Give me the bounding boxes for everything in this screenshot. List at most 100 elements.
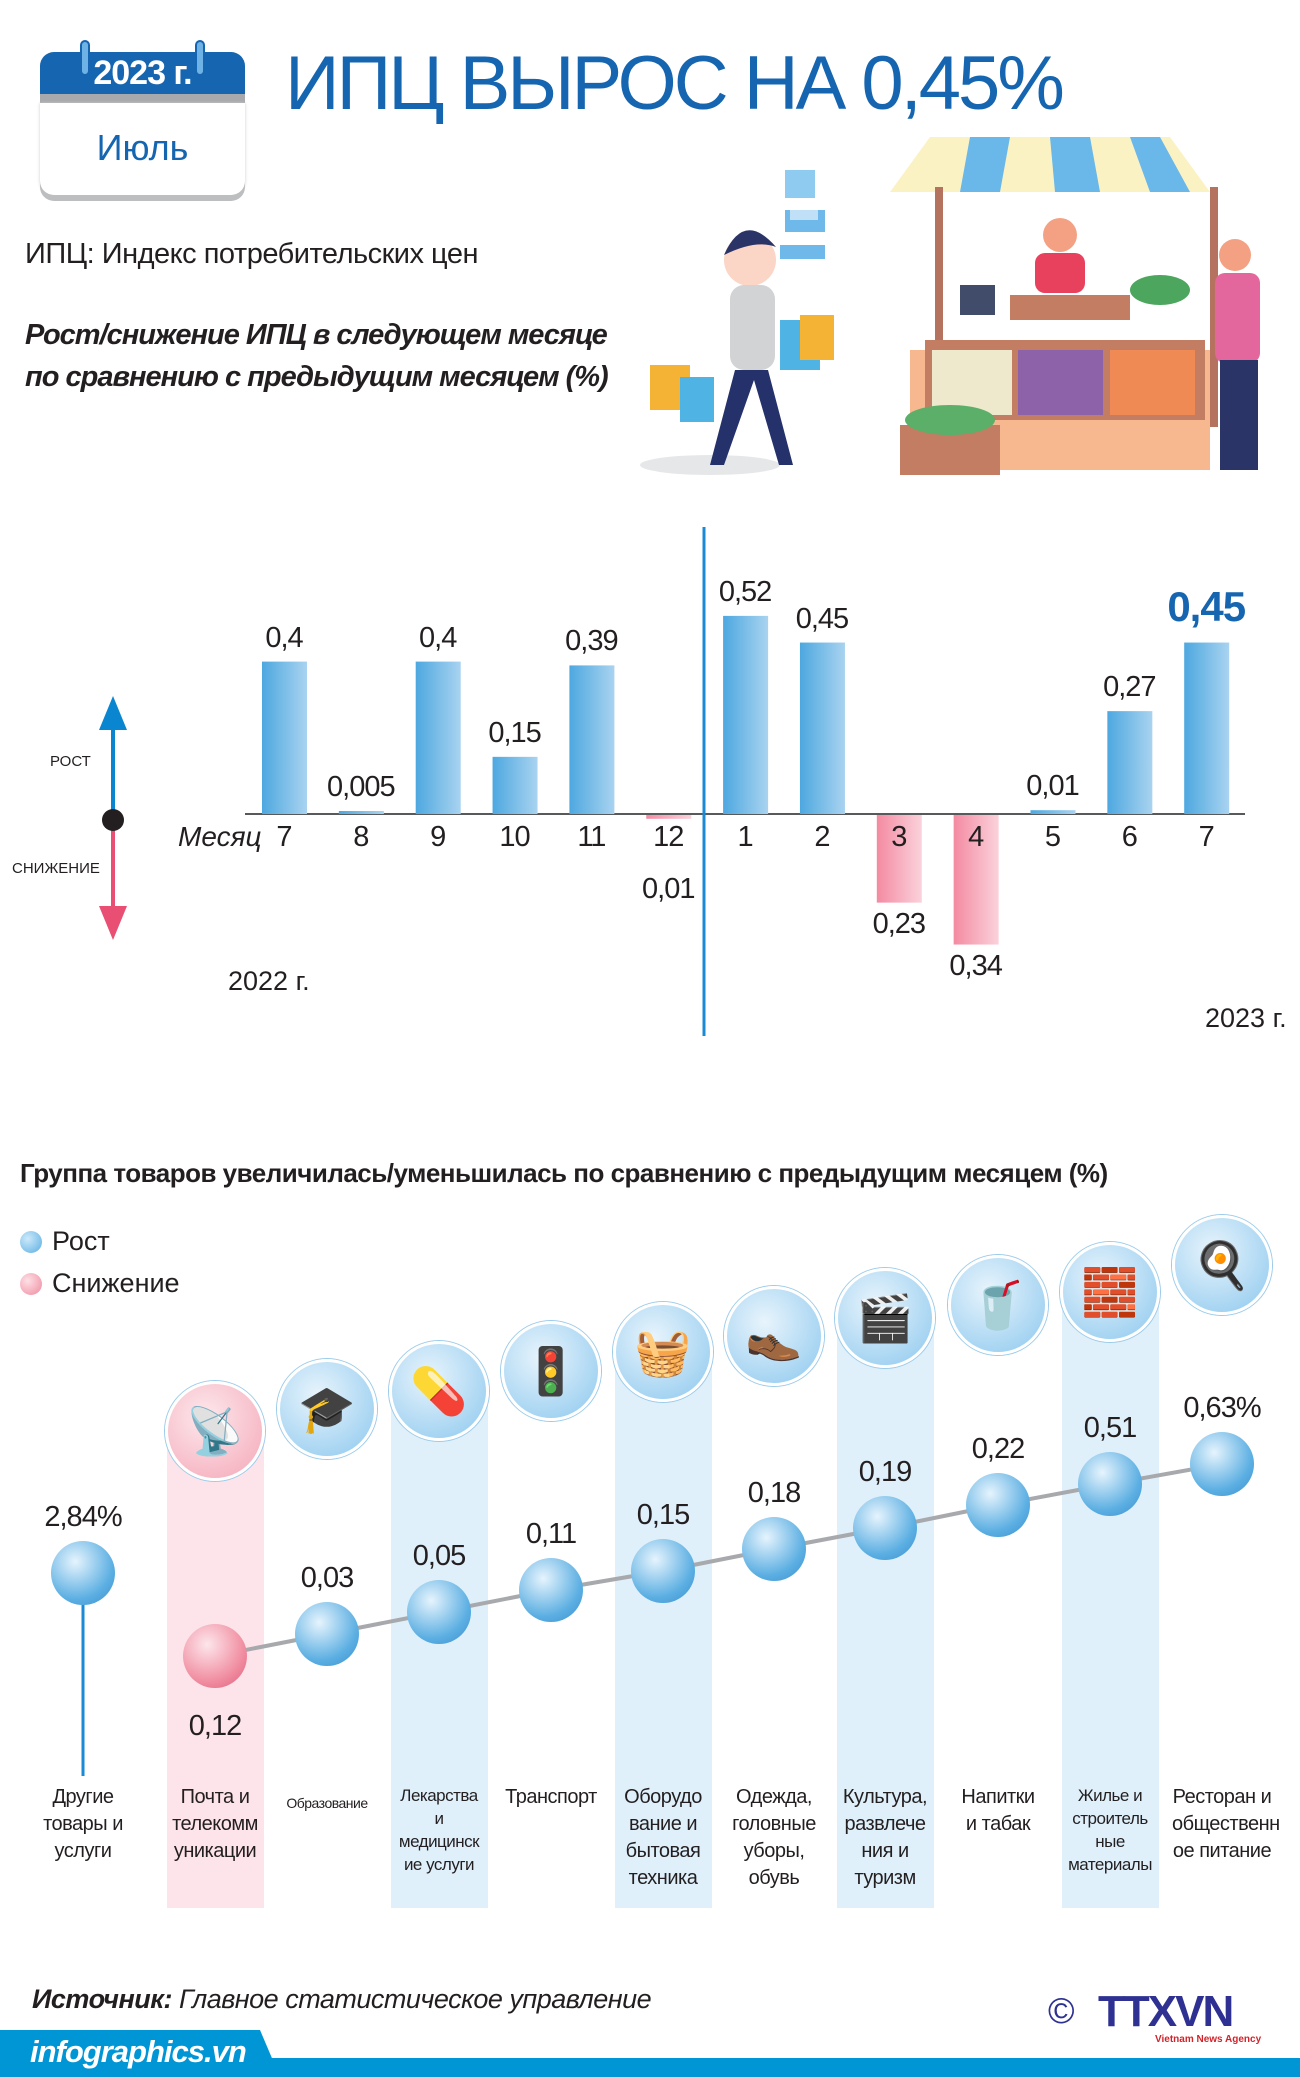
bar-value-label: 0,01 xyxy=(1026,770,1079,803)
bar-value-label: 0,4 xyxy=(265,621,303,654)
month-tick-label: 6 xyxy=(1121,821,1138,853)
category-label: Образование xyxy=(286,1795,368,1811)
value-dot xyxy=(966,1473,1030,1537)
arrow-down-icon xyxy=(99,906,127,940)
dot-value-label: 0,15 xyxy=(636,1499,690,1531)
group-chart-title: Группа товаров увеличилась/уменьшилась п… xyxy=(20,1158,1108,1188)
bar-value-label: 0,45 xyxy=(1167,582,1246,630)
increase-label: РОСТ xyxy=(50,753,91,770)
bar xyxy=(492,756,538,814)
trend-line xyxy=(214,1462,1223,1658)
bar xyxy=(262,661,307,814)
food-plate-icon: 🍳 xyxy=(1172,1215,1272,1315)
column-highlight xyxy=(391,1391,488,1908)
category-label: Почта и телекомм уникации xyxy=(172,1786,258,1862)
bar xyxy=(569,665,615,814)
year-label-2022: 2022 г. xyxy=(228,966,310,996)
month-tick-label: 12 xyxy=(653,821,684,853)
dot-value-label: 0,22 xyxy=(971,1433,1025,1465)
graduation-cap-icon: 🎓 xyxy=(277,1359,377,1459)
month-tick-label: 4 xyxy=(968,821,984,853)
arrow-up-icon xyxy=(99,696,127,730)
source-label: Источник: xyxy=(32,1984,172,2014)
legend-increase: Рост xyxy=(20,1226,110,1257)
value-dot xyxy=(1190,1432,1254,1496)
film-clapper-icon: 🎬 xyxy=(835,1268,935,1368)
agency-logo: TTXVN xyxy=(1098,1987,1234,2036)
cpi-bar-chart-svg xyxy=(99,527,1245,1036)
calendar-divider xyxy=(40,94,245,103)
category-label: Культура, развлече ния и туризм xyxy=(842,1786,928,1889)
month-tick-label: 10 xyxy=(499,821,530,853)
bar-value-label: 0,4 xyxy=(419,621,457,654)
site-link[interactable]: infographics.vn xyxy=(30,2034,247,2069)
bar xyxy=(646,815,692,819)
category-label: Транспорт xyxy=(505,1786,597,1808)
value-dot xyxy=(51,1541,115,1605)
bar-value-label: 0,23 xyxy=(872,907,926,940)
month-tick-label: 2 xyxy=(814,821,830,853)
value-dot xyxy=(1078,1452,1142,1516)
bar xyxy=(953,815,999,945)
bar xyxy=(338,811,384,814)
legend-decrease: Снижение xyxy=(20,1268,180,1299)
month-tick-label: 3 xyxy=(891,821,907,853)
footer-bar xyxy=(0,2058,1300,2077)
traffic-light-icon: 🚦 xyxy=(501,1321,601,1421)
value-dot xyxy=(407,1580,471,1644)
category-label: Одежда, головные уборы, обувь xyxy=(732,1786,816,1889)
bar xyxy=(799,642,845,814)
bricks-construction-icon: 🧱 xyxy=(1060,1242,1160,1342)
pill-icon: 💊 xyxy=(389,1341,489,1441)
month-tick-label: 7 xyxy=(1198,821,1215,853)
category-label: Оборудо вание и бытовая техника xyxy=(624,1786,702,1889)
agency-subtitle: Vietnam News Agency xyxy=(1155,2034,1262,2045)
bar xyxy=(876,815,922,903)
source-text: Главное статистическое управление xyxy=(178,1984,652,2014)
dot-value-label: 0,19 xyxy=(858,1456,912,1488)
bar-value-label: 0,01 xyxy=(642,873,695,905)
calendar-badge: 2023 г. Июль xyxy=(40,40,245,205)
decrease-label: СНИЖЕНИЕ xyxy=(12,860,100,877)
legend-label: Снижение xyxy=(52,1268,180,1298)
value-dot xyxy=(519,1558,583,1622)
value-dot xyxy=(183,1624,247,1688)
value-dot xyxy=(631,1539,695,1603)
calendar-ring-icon xyxy=(195,40,205,76)
year-badge: 2023 г. xyxy=(40,52,245,94)
value-dot xyxy=(295,1602,359,1666)
shopper-illustration xyxy=(640,170,834,475)
definition-text: ИПЦ: Индекс потребительских цен xyxy=(25,238,478,270)
value-dot xyxy=(742,1517,806,1581)
dot-value-label: 0,12 xyxy=(188,1710,242,1742)
dot-value-label: 0,05 xyxy=(412,1540,466,1572)
column-highlight xyxy=(1062,1292,1159,1908)
month-tick-label: 7 xyxy=(276,821,292,853)
dot-value-label: 0,11 xyxy=(525,1518,577,1550)
source-line: Источник: Главное статистическое управле… xyxy=(32,1984,652,2015)
bar xyxy=(1107,711,1153,814)
x-axis-label: Месяц xyxy=(178,821,262,852)
bar-value-label: 0,15 xyxy=(488,716,541,749)
dot-value-label: 0,18 xyxy=(747,1477,801,1509)
category-label: Ресторан и общественн ое питание xyxy=(1172,1786,1280,1862)
bar xyxy=(723,615,769,814)
bar-value-label: 0,005 xyxy=(327,771,396,803)
antenna-tower-icon: 📡 xyxy=(165,1381,265,1481)
bar xyxy=(415,661,461,814)
illustration-shopping-market xyxy=(640,137,1260,475)
month-tick-label: 5 xyxy=(1044,821,1061,853)
bar-value-label: 0,27 xyxy=(1103,671,1156,704)
chart-subtitle: Рост/снижение ИПЦ в следующем месяце по … xyxy=(25,319,609,393)
category-label: Напитки и табак xyxy=(961,1786,1035,1835)
category-label: Жилье и строитель ные материалы xyxy=(1068,1786,1152,1874)
bar-value-label: 0,34 xyxy=(949,949,1002,982)
bar-value-label: 0,45 xyxy=(795,602,849,635)
calendar-ring-icon xyxy=(80,40,90,76)
column-highlight xyxy=(615,1352,712,1908)
month-tick-label: 1 xyxy=(737,821,754,853)
origin-dot-icon xyxy=(102,809,124,831)
bar xyxy=(1184,642,1230,814)
legend-dot-pink-icon xyxy=(20,1272,42,1295)
